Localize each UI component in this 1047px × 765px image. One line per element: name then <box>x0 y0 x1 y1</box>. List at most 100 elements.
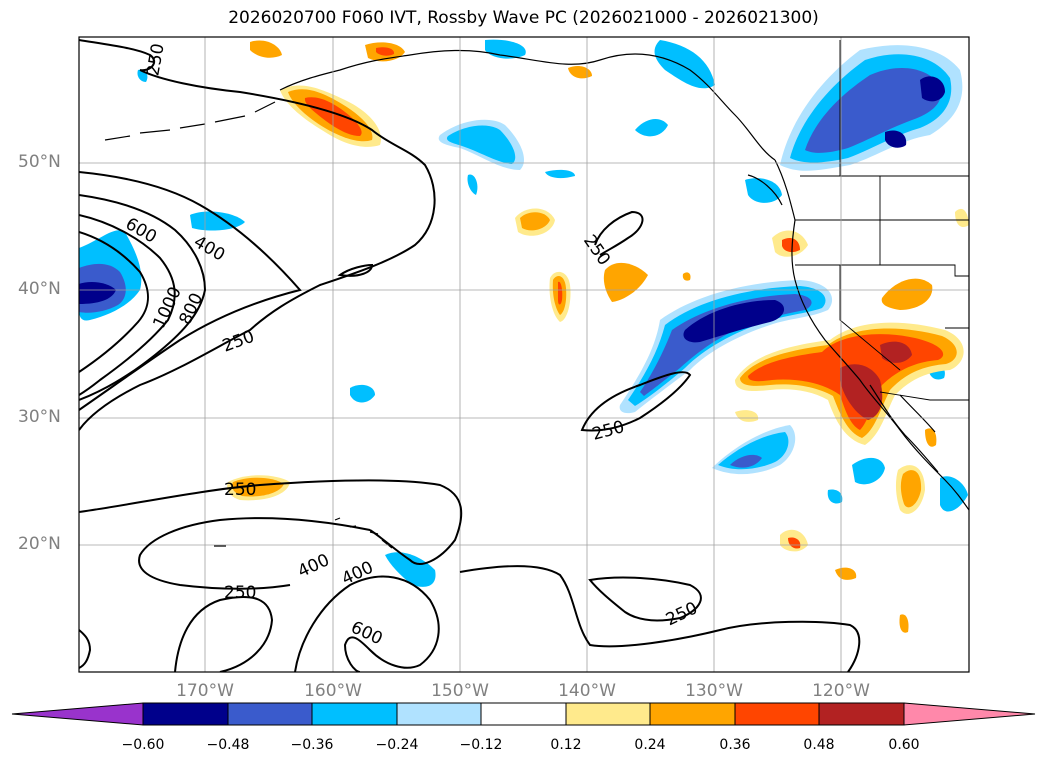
positive-anomaly-region <box>232 477 284 497</box>
ivt-label-400: 400 <box>190 232 228 266</box>
gridlines <box>79 37 969 672</box>
colorbar-bin <box>818 702 905 726</box>
lat-label-50n: 50°N <box>18 152 61 172</box>
positive-anomaly-region <box>782 238 800 253</box>
negative-anomaly-region <box>852 457 885 485</box>
ivt-contour-250-island <box>337 263 374 277</box>
negative-anomaly-region <box>385 552 436 587</box>
negative-anomaly-region <box>730 454 762 468</box>
positive-anomaly-region <box>880 341 912 363</box>
ivt-label-250-central: 250 <box>579 231 614 269</box>
positive-anomaly-region <box>682 272 691 281</box>
negative-anomaly-region <box>885 130 907 148</box>
negative-anomaly-region <box>350 384 375 403</box>
ivt-contour-400-west <box>79 171 302 411</box>
ivt-label-250-mid: 250 <box>220 327 257 357</box>
colorbar-tick-label: 0.36 <box>719 737 751 753</box>
colorbar-tick-label: −0.48 <box>206 737 250 753</box>
ivt-label-250-north: 250 <box>143 42 168 77</box>
alaska-coast <box>279 49 776 161</box>
plot-frame <box>78 36 970 673</box>
ivt-label-400-south: 400 <box>295 550 333 582</box>
positive-anomaly-region <box>925 428 937 447</box>
lon-label-120w: 120°W <box>812 681 870 701</box>
hawaii-islands <box>214 517 393 549</box>
lon-label-170w: 170°W <box>176 681 234 701</box>
negative-anomaly-region <box>635 118 668 137</box>
negative-anomaly-region <box>79 282 116 304</box>
negative-anomaly-region <box>190 211 245 231</box>
colorbar-extend-low <box>11 702 144 726</box>
ivt-contour-250-sub <box>588 576 702 622</box>
colorbar-tick-label: −0.12 <box>459 737 503 753</box>
ivt-contours <box>79 39 861 672</box>
negative-anomaly-region <box>827 489 843 504</box>
colorbar-bin <box>734 702 820 726</box>
colorbar-tick-label: −0.24 <box>375 737 419 753</box>
colorbar-bin <box>227 702 313 726</box>
ivt-label-400-south2: 400 <box>339 558 377 590</box>
positive-anomaly-region <box>558 281 563 305</box>
ivt-label-600-south: 600 <box>348 617 386 649</box>
ivt-contour-250-south <box>79 479 463 590</box>
positive-anomaly-region <box>835 567 857 580</box>
colorbar-tick-label: 0.48 <box>803 737 835 753</box>
lat-label-30n: 30°N <box>18 407 61 427</box>
ivt-contour-400-south <box>174 575 440 672</box>
negative-anomaly-region <box>446 125 516 164</box>
aleutian-islands <box>104 101 276 141</box>
ivt-contour-250-north <box>79 39 436 431</box>
baja-california <box>869 384 939 473</box>
ivt-label-250-south-east: 250 <box>663 598 701 630</box>
colorbar-bin <box>396 702 482 726</box>
colorbar-bin <box>649 702 736 726</box>
colorbar-tick-label: −0.60 <box>121 737 165 753</box>
ivt-contour-600-west <box>79 194 207 401</box>
positive-anomaly-region <box>881 278 933 310</box>
ivt-contour-1000-west <box>79 231 149 373</box>
lat-label-40n: 40°N <box>18 279 61 299</box>
ivt-contour-250-central <box>594 210 644 256</box>
colorbar-extend-high <box>903 702 1036 726</box>
ivt-label-250-south: 250 <box>224 583 256 603</box>
positive-anomaly-region <box>788 537 801 549</box>
positive-anomaly-region <box>520 212 550 231</box>
mexico-border <box>879 391 969 401</box>
positive-anomaly-region <box>603 262 648 302</box>
north-america-west-coast <box>774 159 969 511</box>
negative-anomaly-region <box>920 76 945 102</box>
ivt-contour-250-southeast <box>580 371 692 432</box>
negative-anomaly-region <box>745 178 782 203</box>
ivt-contour-800-west <box>79 214 176 396</box>
negative-anomaly-region <box>654 40 715 89</box>
positive-anomaly-region <box>955 208 969 228</box>
colorbar-bin <box>311 702 398 726</box>
nevada-border <box>839 265 901 371</box>
rossby-wave-pc-fill <box>79 39 969 633</box>
colorbar <box>11 702 1036 726</box>
lon-label-150w: 150°W <box>431 681 489 701</box>
lat-label-20n: 20°N <box>18 534 61 554</box>
negative-anomaly-region <box>683 300 785 343</box>
ivt-label-250-hawaii: 250 <box>224 480 256 500</box>
negative-anomaly-region <box>940 476 968 512</box>
colorbar-tick-label: 0.60 <box>888 737 920 753</box>
ivt-contour-400-south-east <box>459 565 861 672</box>
positive-anomaly-region <box>568 65 592 79</box>
positive-anomaly-region <box>376 47 395 56</box>
negative-anomaly-region <box>467 174 478 195</box>
colorbar-bin <box>142 702 229 726</box>
political-borders <box>795 40 969 401</box>
colorbar-bin <box>565 702 651 726</box>
positive-anomaly-region <box>899 614 909 633</box>
colorbar-bin <box>480 702 567 726</box>
positive-anomaly-region <box>900 470 922 508</box>
negative-anomaly-region <box>545 169 575 179</box>
ivt-contour-600-south <box>79 629 92 669</box>
colorbar-tick-label: 0.24 <box>634 737 666 753</box>
colorbar-tick-label: 0.12 <box>550 737 582 753</box>
ivt-label-250-se: 250 <box>590 417 627 445</box>
lon-label-130w: 130°W <box>685 681 743 701</box>
positive-anomaly-region <box>250 40 282 58</box>
